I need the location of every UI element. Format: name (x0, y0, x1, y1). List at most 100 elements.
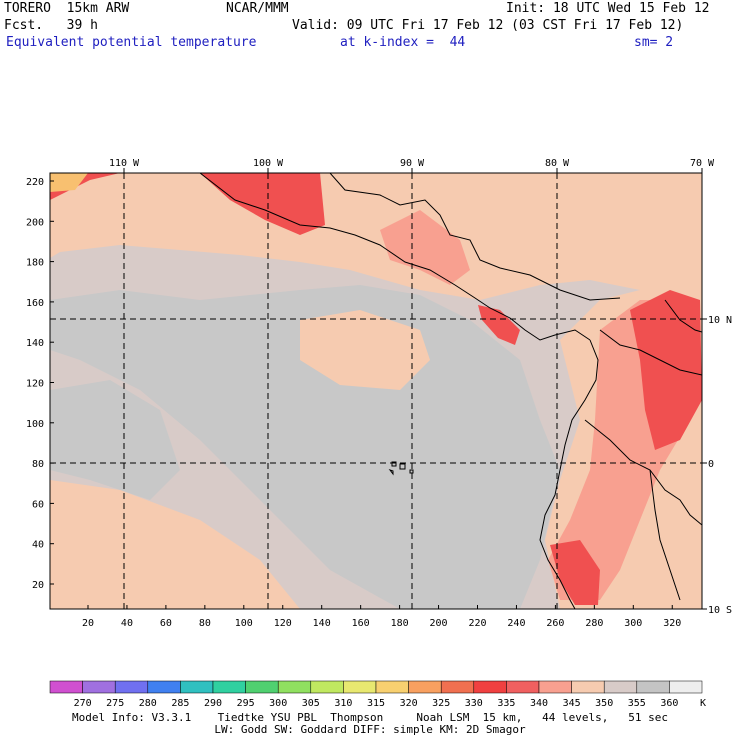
axis-ticks: 110 W 100 W 90 W 80 W 70 W 10 N 0 10 S 220 200 180… (26, 158, 732, 629)
coastline-mexico-central-america (199, 173, 591, 341)
bottom-tick-label: 240 (507, 618, 525, 629)
shading-salmon-central-america (380, 210, 470, 285)
colorbar-label: 315 (367, 698, 385, 709)
left-tick-label: 40 (32, 540, 44, 551)
colorbar-label: 290 (204, 698, 222, 709)
left-tick-label: 200 (26, 217, 44, 228)
bottom-tick-label: 280 (585, 618, 603, 629)
colorbar-label: 320 (400, 698, 418, 709)
colorbar-label: 340 (530, 698, 548, 709)
colorbar-label: 335 (497, 698, 515, 709)
colorbar-label: 345 (563, 698, 581, 709)
colorbar-swatch (114, 680, 149, 694)
colorbar-label: 325 (432, 698, 450, 709)
bottom-tick-label: 220 (468, 618, 486, 629)
bottom-tick-label: 320 (663, 618, 681, 629)
model-info-line2: LW: Godd SW: Goddard DIFF: simple KM: 2D… (214, 723, 526, 736)
colorbar-unit: K (700, 698, 706, 709)
colorbar-swatch (147, 680, 181, 694)
shading-south-band (50, 480, 300, 609)
organization: NCAR/MMM (226, 1, 289, 16)
colorbar-swatch (82, 680, 116, 694)
level-label: at k-index = 44 (340, 35, 466, 50)
left-tick-label: 140 (26, 338, 44, 349)
border-colombia (599, 329, 702, 376)
colorbar-label: 275 (106, 698, 124, 709)
bottom-tick-label: 100 (235, 618, 253, 629)
left-tick-label: 20 (32, 580, 44, 591)
colorbar-swatch (571, 680, 605, 694)
left-tick-label: 100 (26, 419, 44, 430)
colorbar-label: 330 (465, 698, 483, 709)
coastline-caribbean (329, 173, 621, 301)
colorbar-label: 310 (334, 698, 352, 709)
bottom-tick-label: 140 (313, 618, 331, 629)
shading-red-peru (550, 540, 600, 605)
model-name: TORERO 15km ARW (4, 1, 130, 16)
shading-grey-mid (50, 285, 560, 609)
shading-grey-west (50, 380, 180, 500)
shading-north-band (50, 173, 702, 300)
bottom-tick-label: 300 (624, 618, 642, 629)
border-brazil (649, 469, 681, 601)
bottom-tick-label: 120 (274, 618, 292, 629)
left-tick-label: 180 (26, 258, 44, 269)
colorbar-swatch (473, 680, 507, 694)
left-tick-label: 80 (32, 459, 44, 470)
init-time: Init: 18 UTC Wed 15 Feb 12 (506, 1, 710, 16)
bottom-tick-label: 180 (391, 618, 409, 629)
field-shading (50, 173, 702, 609)
colorbar-label: 305 (302, 698, 320, 709)
top-lon-label: 80 W (545, 158, 570, 169)
colorbar-swatch (49, 680, 83, 694)
coastlines (199, 173, 702, 609)
colorbar-swatch (375, 680, 409, 694)
colorbar-swatch (440, 680, 475, 694)
bottom-tick-label: 80 (199, 618, 211, 629)
colorbar-label: 355 (628, 698, 646, 709)
colorbar-swatch (212, 680, 246, 694)
border-peru-ecuador (584, 419, 702, 526)
colorbar-swatch (506, 680, 540, 694)
bottom-tick-label: 200 (430, 618, 448, 629)
top-lon-label: 100 W (253, 158, 284, 169)
left-tick-label: 160 (26, 298, 44, 309)
bottom-tick-label: 260 (546, 618, 564, 629)
colorbar-swatch (636, 680, 670, 694)
colorbar-label: 360 (660, 698, 678, 709)
top-lon-label: 70 W (690, 158, 715, 169)
colorbar-swatch (669, 680, 703, 694)
bottom-tick-label: 20 (82, 618, 94, 629)
coastline-south-america-west (539, 339, 599, 609)
galapagos-islands (388, 461, 414, 476)
graticule (50, 173, 702, 609)
colorbar-swatch (245, 680, 279, 694)
colorbar-swatch (310, 680, 344, 694)
colorbar: 270 275 280 285 290 295 300 305 310 315 320 325 330 3… (49, 680, 706, 709)
border-venezuela (664, 299, 702, 333)
left-tick-label: 220 (26, 177, 44, 188)
field-name: Equivalent potential temperature (6, 35, 257, 50)
plot-frame (49, 172, 703, 610)
colorbar-label: 285 (171, 698, 189, 709)
colorbar-label: 295 (237, 698, 255, 709)
shading-pale-central (300, 310, 430, 390)
shading-red-colombia (630, 290, 702, 450)
shading-red-costa-rica (478, 305, 520, 345)
colorbar-swatch (180, 680, 214, 694)
forecast-hour: Fcst. 39 h (4, 18, 98, 33)
shading-red-mexico (200, 173, 325, 235)
shading-orange-corner (50, 173, 88, 192)
right-lat-label: 0 (708, 459, 714, 470)
colorbar-label: 300 (269, 698, 287, 709)
left-tick-label: 60 (32, 499, 44, 510)
right-lat-label: 10 N (708, 315, 732, 326)
colorbar-swatch (603, 680, 638, 694)
colorbar-label: 280 (139, 698, 157, 709)
colorbar-label: 350 (595, 698, 613, 709)
bottom-tick-label: 60 (160, 618, 172, 629)
left-tick-label: 120 (26, 379, 44, 390)
valid-time: Valid: 09 UTC Fri 17 Feb 12 (03 CST Fri … (292, 18, 684, 33)
model-info-line1: Model Info: V3.3.1 Tiedtke YSU PBL Thomp… (71, 711, 669, 724)
